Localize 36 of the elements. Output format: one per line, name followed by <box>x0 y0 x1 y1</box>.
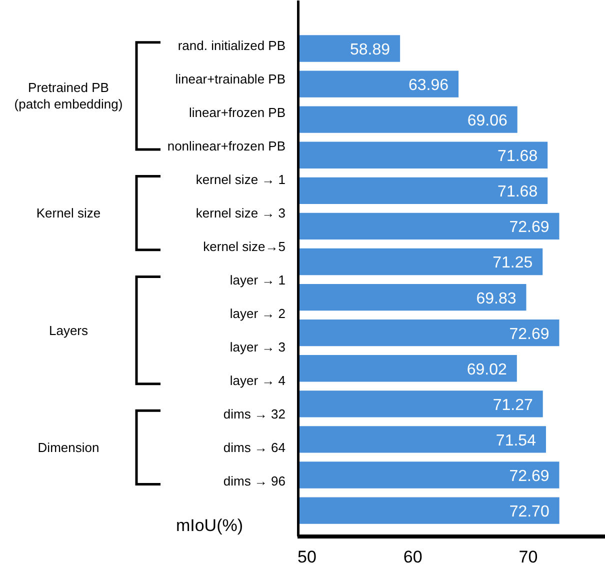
data-label: 63.96 <box>408 77 449 94</box>
y-tick-label: kernel size → 3 <box>196 206 286 221</box>
y-tick-label: layer → 2 <box>230 306 286 322</box>
data-label: 72.69 <box>509 326 550 343</box>
data-label: 71.68 <box>498 184 538 201</box>
y-tick-label: kernel size → 1 <box>196 172 286 188</box>
y-tick-label: nonlinear+frozen PB <box>167 138 286 154</box>
x-tick-label: 60 <box>403 548 422 566</box>
data-label: 72.69 <box>509 468 550 486</box>
y-tick-label: linear+frozen PB <box>189 105 286 120</box>
text: Dimension <box>38 440 100 455</box>
y-tick-label: kernel size→5 <box>203 239 286 254</box>
x-axis-title: mIoU(%) <box>176 516 244 535</box>
y-tick-label: layer → 4 <box>230 372 286 388</box>
data-label: 72.70 <box>509 504 550 521</box>
data-label: 71.68 <box>498 148 538 166</box>
y-tick-label: dims → 32 <box>223 406 286 422</box>
data-label: 71.27 <box>492 396 533 414</box>
x-tick-label: 50 <box>298 548 316 566</box>
text: Layers <box>48 322 89 338</box>
y-tick-label: linear+trainable PB <box>175 72 286 87</box>
x-tick-label: 70 <box>518 548 538 566</box>
text: Pretrained PB (patch embedding) <box>14 80 123 112</box>
y-tick-label: layer → 3 <box>230 340 286 355</box>
y-tick-label: dims → 64 <box>223 440 286 455</box>
y-tick-label: dims → 96 <box>223 473 286 488</box>
data-label: 71.54 <box>496 432 536 450</box>
data-label: 69.83 <box>476 290 516 308</box>
data-label: 58.89 <box>350 41 390 58</box>
y-tick-label: rand. initialized PB <box>178 38 286 54</box>
data-label: 69.06 <box>467 112 508 130</box>
data-label: 71.25 <box>492 254 533 272</box>
text: Kernel size <box>36 206 101 221</box>
y-tick-label: layer → 1 <box>230 272 286 288</box>
data-label: 72.69 <box>509 219 550 236</box>
data-label: 69.02 <box>466 361 508 378</box>
